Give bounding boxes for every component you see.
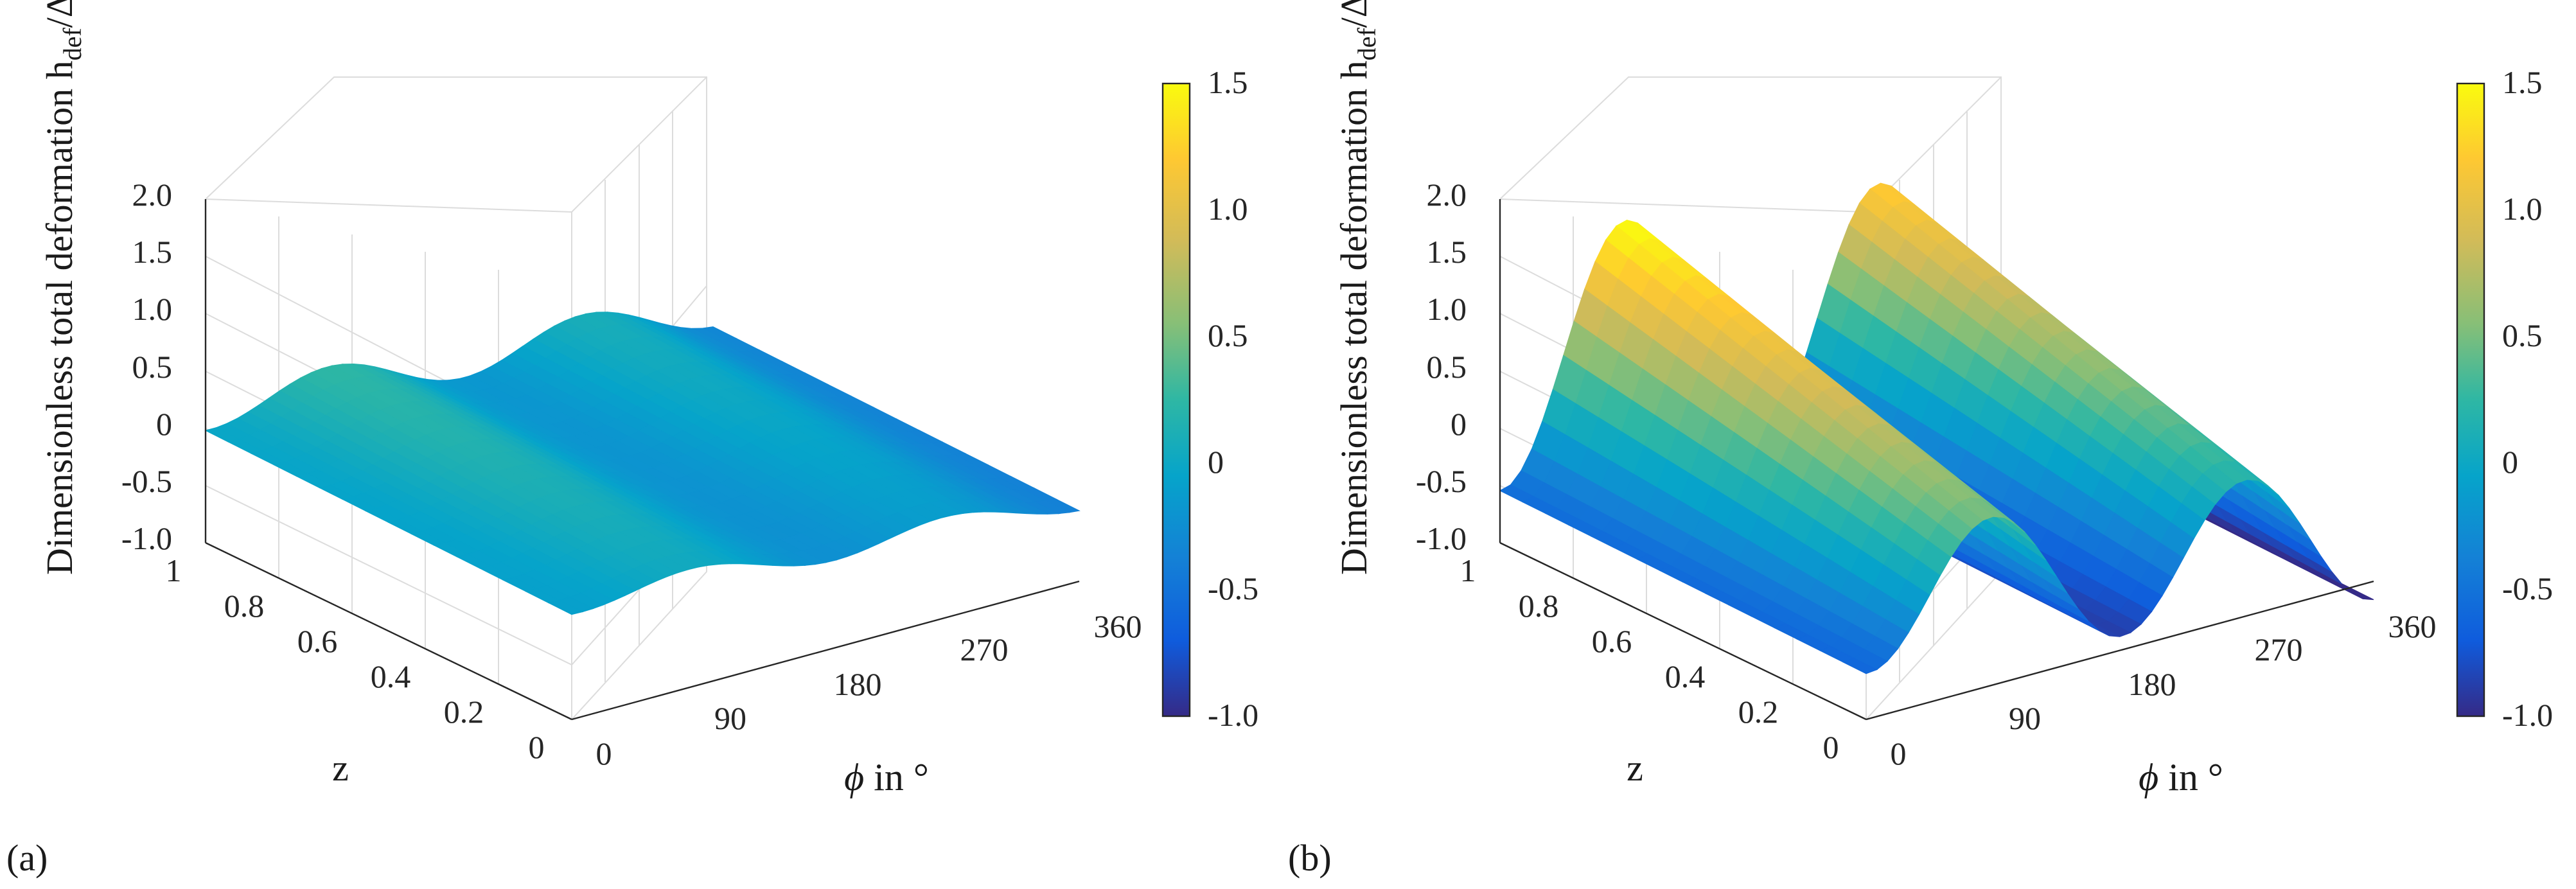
colorbar: -1.0 -0.5 0 0.5 1.0 1.5 (2456, 64, 2553, 733)
y-tick-label: 0.6 (297, 623, 338, 659)
z-tick-label: 0 (1451, 406, 1467, 442)
x-axis-ticks: 0 90 180 270 360 (1891, 608, 2437, 771)
colorbar-gradient (2456, 82, 2485, 717)
x-tick-label: 270 (960, 631, 1009, 667)
z-tick-label: 1.5 (1427, 234, 1467, 270)
panel-b: -1.0 -0.5 0 0.5 1.0 1.5 2.0 0 0.2 0.4 0.… (1288, 0, 2553, 879)
colorbar-tick-label: 1.5 (2502, 64, 2543, 100)
y-axis-label: z (332, 747, 349, 789)
surface-patch (1842, 657, 1878, 674)
y-tick-label: 0.6 (1592, 623, 1632, 659)
axes-lines (204, 199, 1080, 721)
y-tick-label: 0.4 (1665, 658, 1706, 694)
z-tick-label: 0.5 (1427, 349, 1467, 385)
colorbar-tick-label: 1.0 (2502, 191, 2543, 227)
colorbar-tick-label: 1.5 (1208, 64, 1248, 100)
y-axis-ticks: 0 0.2 0.4 0.6 0.8 1 (166, 552, 545, 765)
surface-patch (547, 600, 584, 615)
axes-lines (1499, 199, 2374, 721)
z-axis-ticks: -1.0 -0.5 0 0.5 1.0 1.5 2.0 (121, 177, 172, 556)
y-axis-ticks: 0 0.2 0.4 0.6 0.8 1 (1460, 552, 1839, 765)
panel-label: (a) (6, 837, 48, 879)
z-tick-label: 0.5 (132, 349, 173, 385)
y-tick-label: 0.2 (444, 694, 484, 730)
z-tick-label: 1.0 (132, 291, 173, 327)
y-tick-label: 0.8 (224, 588, 265, 624)
colorbar-tick-label: -1.0 (2502, 697, 2553, 733)
z-axis-ticks: -1.0 -0.5 0 0.5 1.0 1.5 2.0 (1416, 177, 1467, 556)
surface-mesh (204, 312, 1081, 615)
colorbar-tick-label: -1.0 (1208, 697, 1258, 733)
colorbar-tick-label: 0.5 (1208, 317, 1248, 353)
z-tick-label: 0 (156, 406, 172, 442)
z-tick-label: 2.0 (132, 177, 173, 213)
z-tick-label: -0.5 (121, 463, 172, 499)
z-axis-label: Dimensionless total deformation hdef/ΔR (1333, 0, 1381, 575)
x-axis-label: ϕ in ° (844, 756, 929, 798)
z-tick-label: 1.0 (1427, 291, 1467, 327)
y-tick-label: 1 (166, 552, 182, 588)
colorbar: -1.0 -0.5 0 0.5 1.0 1.5 (1161, 64, 1258, 733)
colorbar-tick-label: 0.5 (2502, 317, 2543, 353)
z-tick-label: -1.0 (121, 520, 172, 556)
x-tick-label: 360 (2388, 608, 2437, 644)
surface-patch (2318, 571, 2353, 594)
panel-a: -1.0 -0.5 0 0.5 1.0 1.5 2.0 0 0.2 0.4 0.… (6, 0, 1258, 879)
colorbar-tick-label: 0 (2502, 444, 2518, 480)
colorbar-tick-label: -0.5 (1208, 570, 1258, 606)
y-tick-label: 0 (1823, 729, 1839, 765)
z-tick-label: 2.0 (1427, 177, 1467, 213)
colorbar-tick-label: 0 (1208, 444, 1224, 480)
panel-label: (b) (1288, 837, 1332, 879)
x-tick-label: 180 (2128, 666, 2176, 702)
x-tick-label: 270 (2255, 631, 2303, 667)
surface-mesh (1499, 182, 2374, 674)
x-tick-label: 360 (1094, 608, 1142, 644)
z-tick-label: -1.0 (1416, 520, 1467, 556)
x-tick-label: 0 (1891, 735, 1907, 771)
x-tick-label: 90 (2009, 700, 2041, 736)
y-tick-label: 0.4 (371, 658, 411, 694)
z-tick-label: -0.5 (1416, 463, 1467, 499)
y-tick-label: 0.2 (1738, 694, 1779, 730)
x-axis-ticks: 0 90 180 270 360 (596, 608, 1142, 771)
colorbar-tick-label: -0.5 (2502, 570, 2553, 606)
x-tick-label: 90 (714, 700, 746, 736)
colorbar-gradient (1161, 82, 1191, 717)
y-tick-label: 1 (1460, 552, 1476, 588)
y-tick-label: 0.8 (1519, 588, 1559, 624)
y-axis-label: z (1627, 747, 1643, 789)
y-tick-label: 0 (529, 729, 545, 765)
x-tick-label: 180 (834, 666, 882, 702)
x-axis-label: ϕ in ° (2139, 756, 2223, 798)
colorbar-tick-label: 1.0 (1208, 191, 1248, 227)
z-tick-label: 1.5 (132, 234, 173, 270)
x-tick-label: 0 (596, 735, 612, 771)
z-axis-label: Dimensionless total deformation hdef/ΔR (39, 0, 87, 575)
